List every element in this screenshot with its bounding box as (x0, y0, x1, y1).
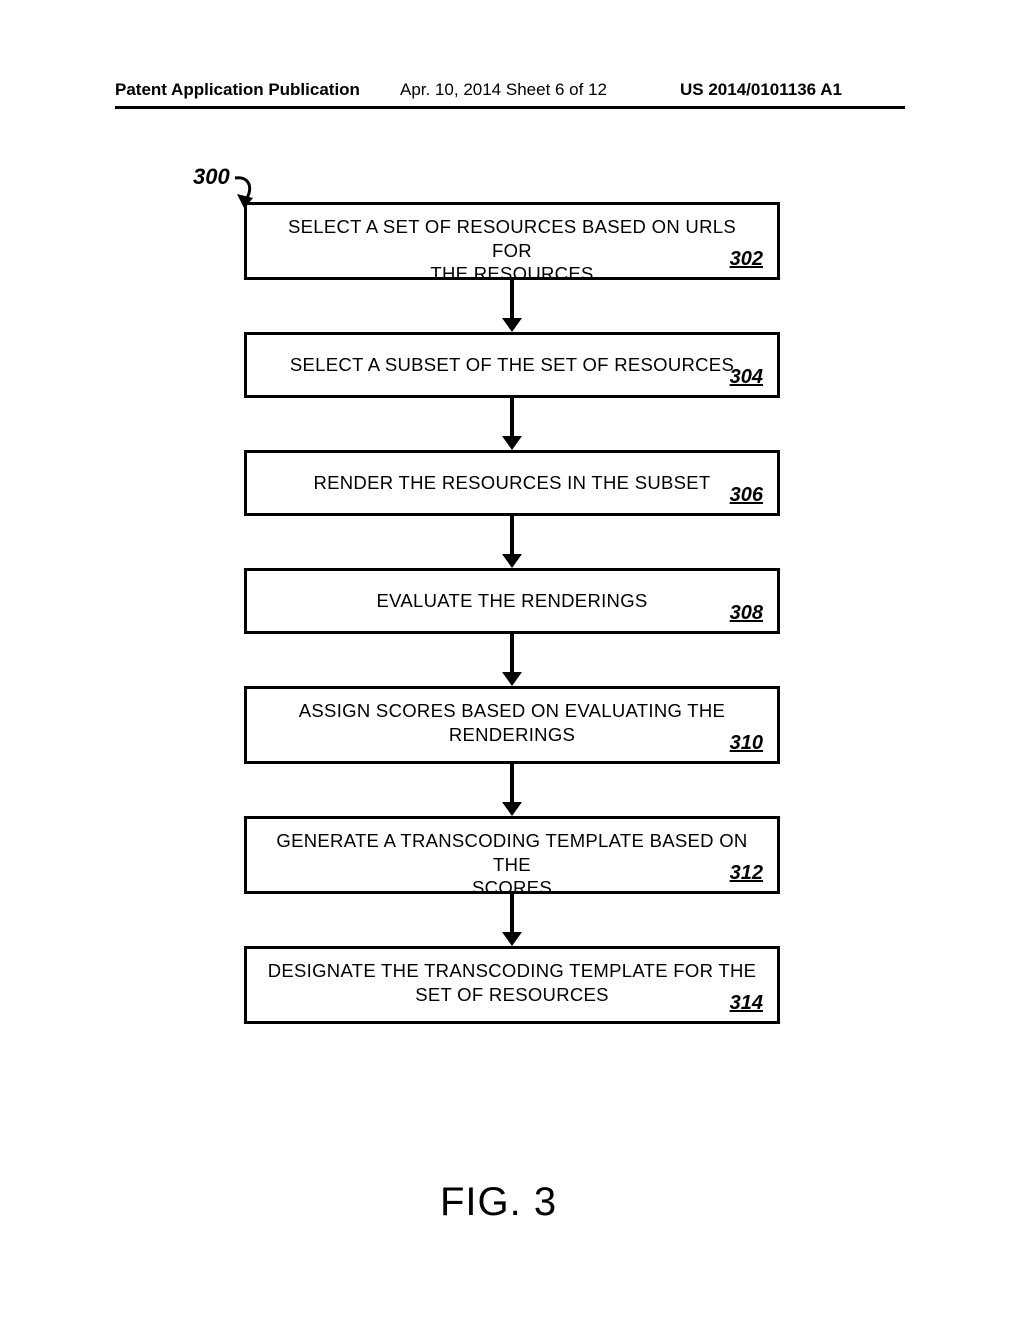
step-ref-308: 308 (730, 602, 763, 625)
step-ref-314: 314 (730, 992, 763, 1015)
step-box-314: DESIGNATE THE TRANSCODING TEMPLATE FOR T… (244, 946, 780, 1024)
step-box-302: SELECT A SET OF RESOURCES BASED ON URLS … (244, 202, 780, 280)
arrow-5 (510, 764, 514, 804)
step-text-310: ASSIGN SCORES BASED ON EVALUATING THEREN… (267, 699, 757, 746)
step-ref-310: 310 (730, 732, 763, 755)
arrow-1 (510, 280, 514, 320)
arrow-3 (510, 516, 514, 556)
step-box-306: RENDER THE RESOURCES IN THE SUBSET306 (244, 450, 780, 516)
figure-label: FIG. 3 (440, 1180, 557, 1225)
arrow-2 (510, 398, 514, 438)
arrow-head-1 (502, 318, 522, 332)
arrow-head-6 (502, 932, 522, 946)
step-box-308: EVALUATE THE RENDERINGS308 (244, 568, 780, 634)
step-text-312: GENERATE A TRANSCODING TEMPLATE BASED ON… (267, 829, 757, 900)
header-right: US 2014/0101136 A1 (680, 80, 842, 100)
step-text-304: SELECT A SUBSET OF THE SET OF RESOURCES (267, 345, 757, 377)
arrow-head-5 (502, 802, 522, 816)
arrow-6 (510, 894, 514, 934)
step-text-306: RENDER THE RESOURCES IN THE SUBSET (267, 463, 757, 495)
step-text-308: EVALUATE THE RENDERINGS (267, 581, 757, 613)
step-ref-302: 302 (730, 248, 763, 271)
arrow-head-4 (502, 672, 522, 686)
step-ref-306: 306 (730, 484, 763, 507)
step-ref-304: 304 (730, 366, 763, 389)
step-box-310: ASSIGN SCORES BASED ON EVALUATING THEREN… (244, 686, 780, 764)
step-ref-312: 312 (730, 862, 763, 885)
step-box-304: SELECT A SUBSET OF THE SET OF RESOURCES3… (244, 332, 780, 398)
arrow-4 (510, 634, 514, 674)
header-left: Patent Application Publication (115, 80, 360, 100)
header-middle: Apr. 10, 2014 Sheet 6 of 12 (400, 80, 607, 100)
header-rule (115, 106, 905, 109)
patent-page: Patent Application Publication Apr. 10, … (0, 0, 1024, 1320)
step-text-302: SELECT A SET OF RESOURCES BASED ON URLS … (267, 215, 757, 286)
arrow-head-3 (502, 554, 522, 568)
step-box-312: GENERATE A TRANSCODING TEMPLATE BASED ON… (244, 816, 780, 894)
arrow-head-2 (502, 436, 522, 450)
step-text-314: DESIGNATE THE TRANSCODING TEMPLATE FOR T… (267, 959, 757, 1006)
